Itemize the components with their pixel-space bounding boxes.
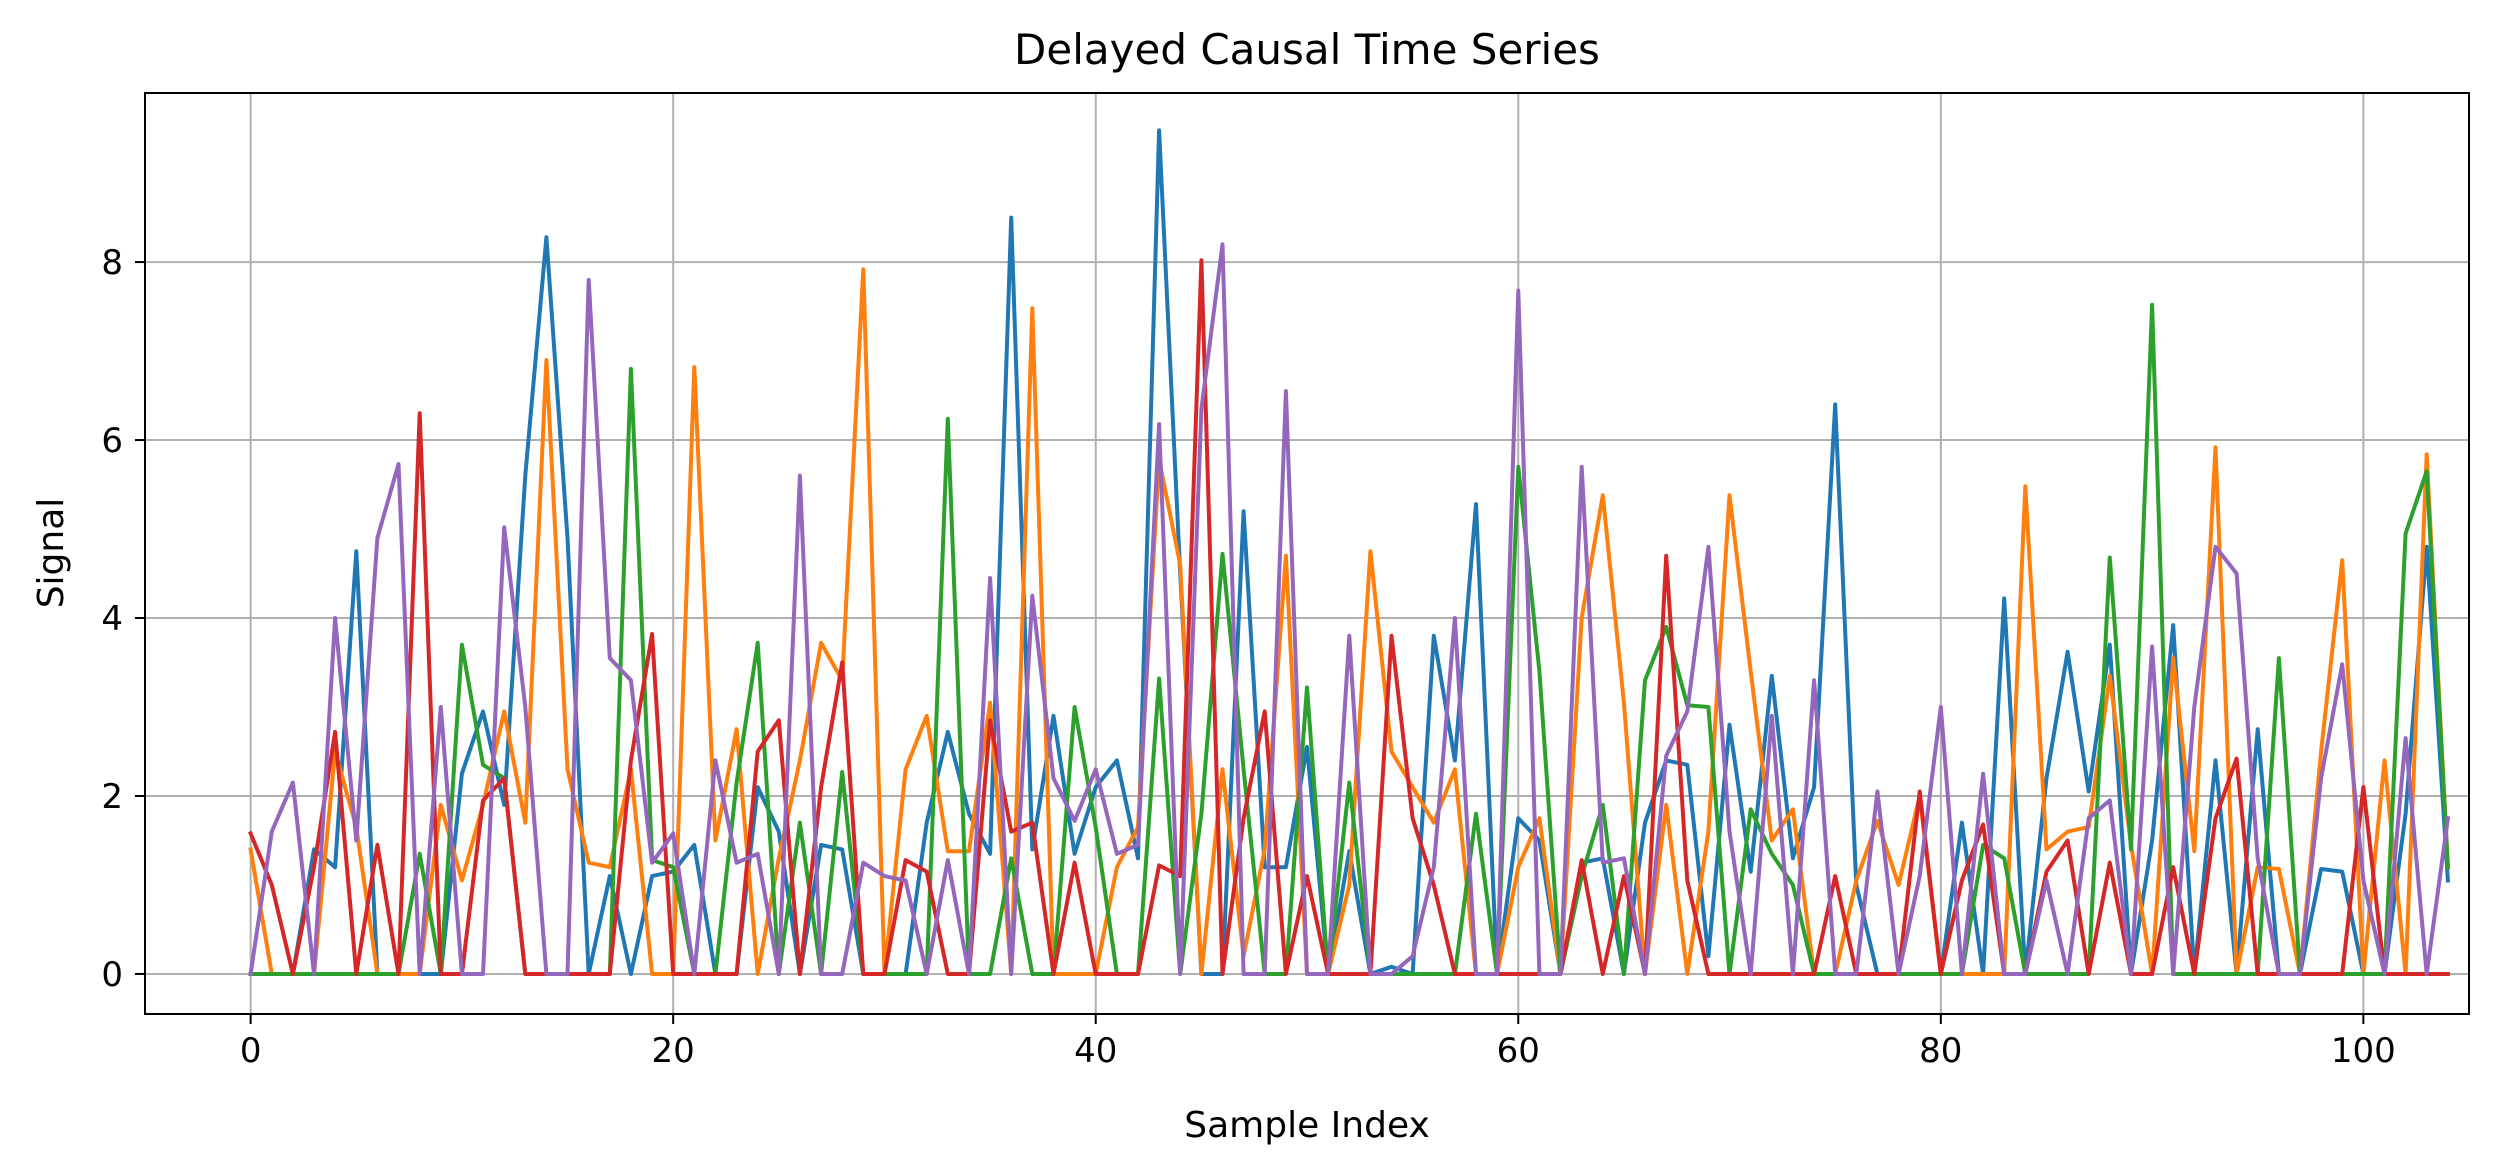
- y-axis-label: Signal: [31, 498, 72, 609]
- series-line-5: [248, 242, 2451, 977]
- x-tick-label: 0: [240, 1031, 262, 1071]
- series-line-2: [248, 267, 2450, 976]
- y-tick-label: 8: [101, 243, 123, 283]
- chart-title: Delayed Causal Time Series: [1014, 25, 1600, 74]
- x-tick-label: 20: [652, 1031, 695, 1071]
- y-tick-label: 6: [101, 421, 123, 461]
- series-line-3: [248, 302, 2451, 976]
- y-tick-label: 2: [101, 777, 123, 817]
- series-lines: [247, 128, 2451, 977]
- x-tick-label: 100: [2331, 1031, 2396, 1071]
- x-tick-label: 80: [1919, 1031, 1962, 1071]
- x-tick-label: 40: [1074, 1031, 1117, 1071]
- plot-frame: [144, 92, 2470, 1015]
- x-axis-label: Sample Index: [1184, 1105, 1430, 1146]
- y-tick-label: 0: [101, 955, 123, 995]
- y-tick-label: 4: [101, 599, 123, 639]
- series-line-4: [247, 258, 2450, 976]
- x-tick-label: 60: [1497, 1031, 1540, 1071]
- axis-ticks: 0 20 40 60 80 100 0 2 4 6 8: [101, 243, 2395, 1071]
